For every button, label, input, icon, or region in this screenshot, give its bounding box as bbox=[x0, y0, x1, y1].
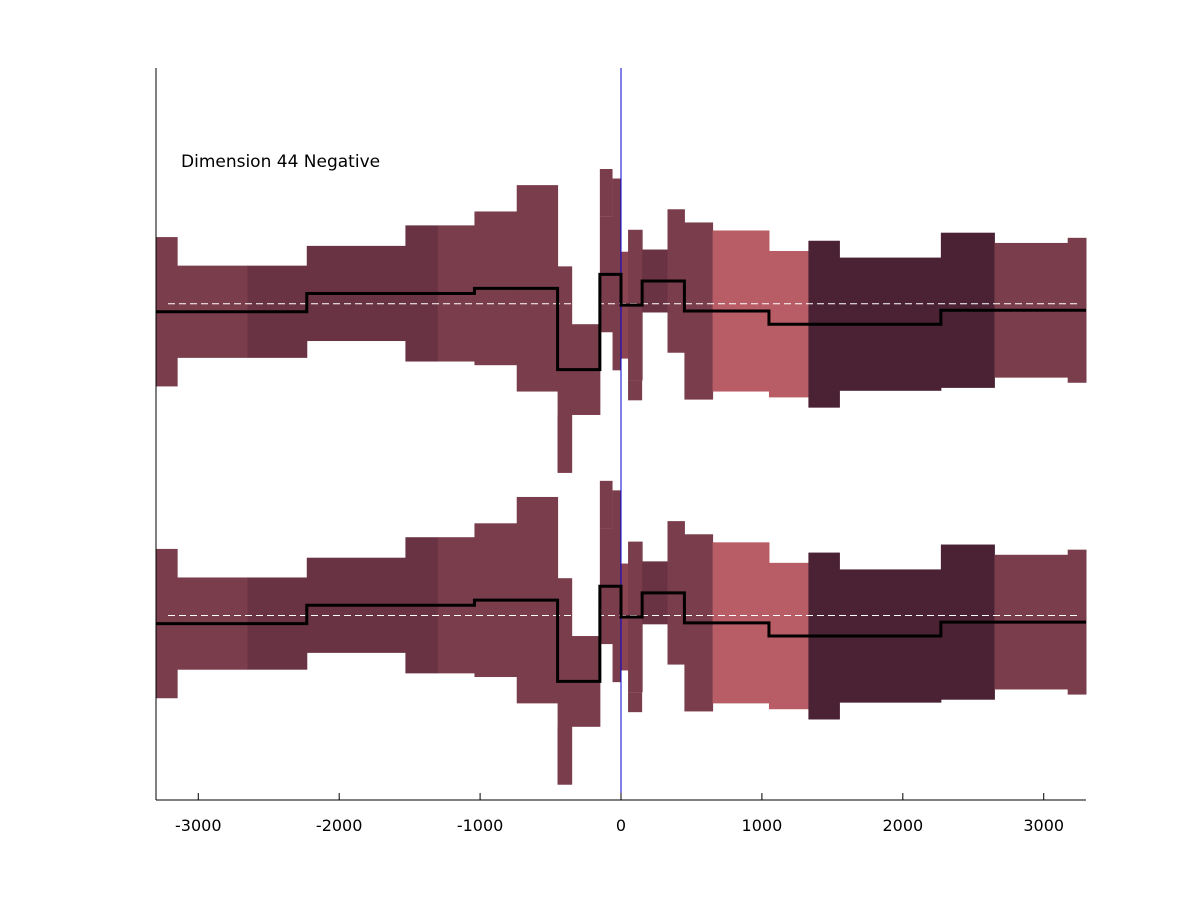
x-ticks-layer: -3000 -2000 -1000 0 1000 2000 3000 bbox=[175, 793, 1064, 835]
x-tick-label: 0 bbox=[616, 816, 626, 835]
panel-2-whisker-2 bbox=[599, 480, 613, 529]
x-tick-label: 3000 bbox=[1023, 816, 1064, 835]
x-tick-label: -1000 bbox=[457, 816, 504, 835]
panel-1-step-line bbox=[156, 272, 1086, 372]
panel-2-step-line bbox=[156, 584, 1086, 683]
x-tick-label: -3000 bbox=[175, 816, 222, 835]
x-tick-label: 1000 bbox=[742, 816, 783, 835]
x-tick-label: 2000 bbox=[882, 816, 923, 835]
dimension-annotation: Dimension 44 Negative bbox=[181, 152, 380, 172]
panel-2-whisker-3 bbox=[628, 692, 643, 713]
x-tick-label: -2000 bbox=[316, 816, 363, 835]
panel-1-whisker-2 bbox=[599, 169, 613, 217]
step-line-layer bbox=[156, 272, 1086, 683]
panel-1-whisker-3 bbox=[628, 380, 643, 401]
